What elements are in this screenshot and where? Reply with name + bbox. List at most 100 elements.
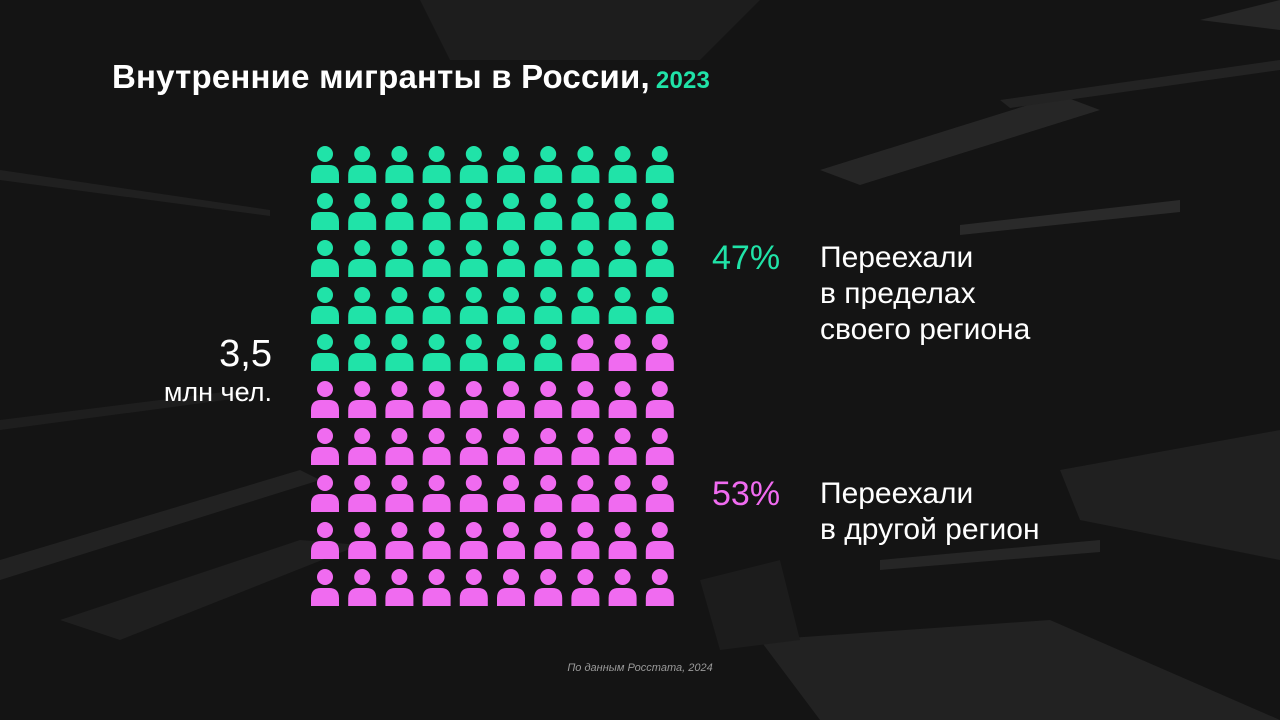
- person-icon-within-region: [348, 334, 377, 371]
- person-icon-other-region: [645, 569, 674, 606]
- person-icon-within-region: [422, 287, 451, 324]
- person-icon-other-region: [645, 475, 674, 512]
- person-icon-within-region: [571, 146, 600, 183]
- person-icon-within-region: [422, 146, 451, 183]
- person-icon-within-region: [497, 334, 525, 371]
- person-icon-other-region: [459, 522, 488, 559]
- person-icon-other-region: [422, 381, 451, 418]
- person-icon-within-region: [311, 240, 339, 277]
- person-icon-within-region: [608, 193, 637, 230]
- person-icon-within-region: [348, 146, 377, 183]
- total-migrants: 3,5 млн чел.: [96, 332, 272, 408]
- person-icon-other-region: [497, 522, 525, 559]
- person-icon-within-region: [645, 193, 674, 230]
- person-icon-within-region: [459, 287, 488, 324]
- person-icon-within-region: [645, 240, 674, 277]
- legend-item-other-region: 53% Переехали в другой регион: [712, 476, 1040, 548]
- person-icon-within-region: [608, 240, 637, 277]
- chart-year: 2023: [655, 67, 711, 94]
- person-icon-grid: [311, 146, 674, 606]
- person-icon-other-region: [311, 569, 339, 606]
- person-icon-within-region: [571, 240, 600, 277]
- person-icon-within-region: [608, 146, 637, 183]
- person-icon-within-region: [497, 146, 525, 183]
- person-icon-other-region: [645, 381, 674, 418]
- person-icon-other-region: [534, 475, 563, 512]
- person-icon-within-region: [534, 240, 563, 277]
- legend-percent-within-region: 47%: [712, 239, 781, 277]
- person-icon-within-region: [459, 193, 488, 230]
- person-icon-other-region: [459, 569, 488, 606]
- person-icon-other-region: [608, 334, 637, 371]
- person-icon-within-region: [571, 287, 600, 324]
- person-icon-other-region: [459, 428, 488, 465]
- person-icon-within-region: [534, 193, 563, 230]
- person-icon-other-region: [534, 428, 563, 465]
- person-icon-within-region: [311, 146, 339, 183]
- person-icon-other-region: [608, 475, 637, 512]
- person-icon-other-region: [385, 475, 414, 512]
- person-icon-other-region: [571, 381, 600, 418]
- person-icon-within-region: [459, 334, 488, 371]
- person-icon-other-region: [571, 569, 600, 606]
- person-icon-other-region: [422, 569, 451, 606]
- person-icon-other-region: [385, 381, 414, 418]
- legend-label-within-region: Переехали в пределах своего региона: [820, 241, 1031, 346]
- source-note: По данным Росстата, 2024: [567, 662, 713, 674]
- person-icon-within-region: [385, 240, 414, 277]
- person-icon-other-region: [348, 381, 377, 418]
- person-icon-within-region: [608, 287, 637, 324]
- person-icon-other-region: [422, 522, 451, 559]
- person-icon-other-region: [459, 475, 488, 512]
- person-icon-within-region: [497, 240, 525, 277]
- person-icon-other-region: [348, 475, 377, 512]
- total-value: 3,5: [219, 333, 272, 375]
- person-icon-other-region: [571, 428, 600, 465]
- person-icon-within-region: [348, 240, 377, 277]
- person-icon-within-region: [385, 146, 414, 183]
- person-icon-other-region: [348, 522, 377, 559]
- legend-item-within-region: 47% Переехали в пределах своего региона: [712, 240, 1030, 348]
- person-icon-within-region: [534, 146, 563, 183]
- person-icon-within-region: [459, 240, 488, 277]
- person-icon-other-region: [311, 428, 339, 465]
- person-icon-other-region: [645, 428, 674, 465]
- person-icon-other-region: [534, 381, 563, 418]
- person-icon-within-region: [385, 334, 414, 371]
- person-icon-other-region: [608, 569, 637, 606]
- person-icon-within-region: [422, 240, 451, 277]
- person-icon-other-region: [608, 428, 637, 465]
- person-icon-other-region: [534, 569, 563, 606]
- person-icon-within-region: [571, 193, 600, 230]
- person-icon-within-region: [348, 287, 377, 324]
- person-icon-within-region: [534, 287, 563, 324]
- person-icon-within-region: [534, 334, 563, 371]
- chart-title-text: Внутренние мигранты в России,: [112, 58, 650, 95]
- person-icon-other-region: [385, 522, 414, 559]
- person-icon-within-region: [497, 287, 525, 324]
- person-icon-other-region: [571, 334, 600, 371]
- person-icon-other-region: [385, 569, 414, 606]
- legend-percent-other-region: 53%: [712, 475, 781, 513]
- person-icon-within-region: [385, 287, 414, 324]
- person-icon-within-region: [422, 193, 451, 230]
- person-icon-within-region: [645, 287, 674, 324]
- person-icon-other-region: [348, 428, 377, 465]
- person-icon-other-region: [422, 428, 451, 465]
- person-icon-other-region: [311, 381, 339, 418]
- person-icon-other-region: [311, 475, 339, 512]
- person-icon-other-region: [645, 334, 674, 371]
- total-unit: млн чел.: [163, 377, 272, 407]
- person-icon-within-region: [311, 334, 339, 371]
- person-icon-within-region: [645, 146, 674, 183]
- person-icon-within-region: [385, 193, 414, 230]
- person-icon-other-region: [608, 381, 637, 418]
- person-icon-other-region: [534, 522, 563, 559]
- person-icon-other-region: [385, 428, 414, 465]
- person-icon-other-region: [497, 475, 525, 512]
- person-icon-other-region: [497, 569, 525, 606]
- person-icon-within-region: [497, 193, 525, 230]
- person-icon-other-region: [311, 522, 339, 559]
- person-icon-other-region: [571, 475, 600, 512]
